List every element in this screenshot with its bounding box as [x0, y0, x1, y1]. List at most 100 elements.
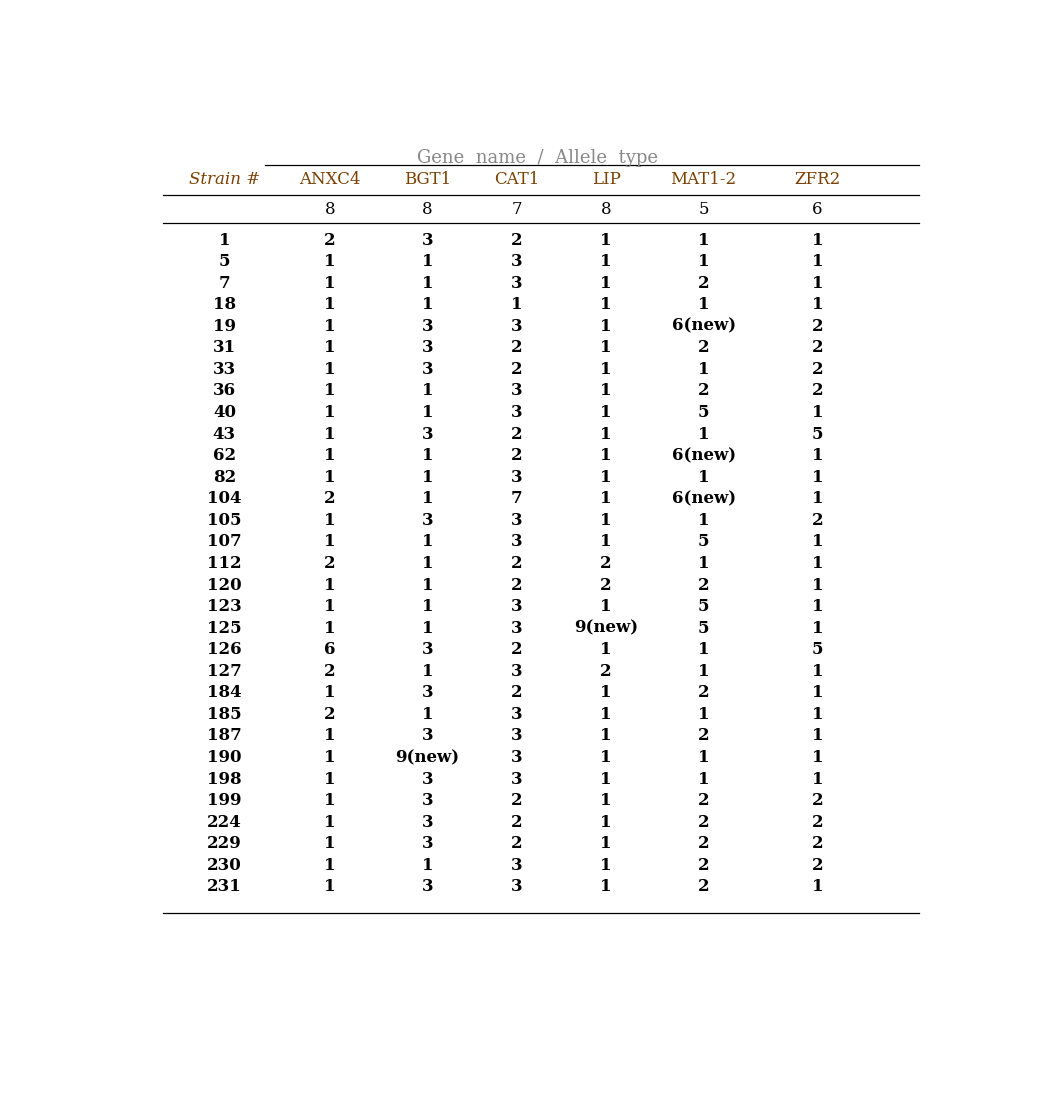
Text: 229: 229 [208, 835, 242, 852]
Text: 1: 1 [698, 641, 709, 658]
Text: 1: 1 [811, 706, 823, 723]
Text: 5: 5 [698, 619, 709, 637]
Text: 120: 120 [208, 576, 242, 594]
Text: 6: 6 [812, 201, 823, 218]
Text: 3: 3 [421, 339, 433, 356]
Text: 2: 2 [698, 835, 709, 852]
Text: BGT1: BGT1 [403, 172, 451, 188]
Text: 7: 7 [219, 274, 231, 292]
Text: 123: 123 [208, 598, 242, 615]
Text: 18: 18 [213, 296, 236, 313]
Text: 2: 2 [511, 792, 523, 809]
Text: 2: 2 [324, 662, 335, 680]
Text: 1: 1 [698, 231, 709, 249]
Text: 2: 2 [698, 878, 709, 895]
Text: 2: 2 [511, 576, 523, 594]
Text: 31: 31 [213, 339, 236, 356]
Text: 5: 5 [698, 598, 709, 615]
Text: 1: 1 [601, 296, 612, 313]
Text: 1: 1 [811, 533, 823, 550]
Text: 36: 36 [213, 382, 236, 399]
Text: 1: 1 [601, 360, 612, 378]
Text: 1: 1 [601, 404, 612, 421]
Text: 185: 185 [208, 706, 242, 723]
Text: 3: 3 [511, 253, 523, 270]
Text: 105: 105 [208, 511, 242, 529]
Text: 7: 7 [511, 201, 522, 218]
Text: 1: 1 [811, 619, 823, 637]
Text: 1: 1 [601, 813, 612, 831]
Text: 1: 1 [601, 339, 612, 356]
Text: 1: 1 [324, 813, 335, 831]
Text: 1: 1 [811, 662, 823, 680]
Text: 3: 3 [511, 468, 523, 486]
Text: 1: 1 [324, 835, 335, 852]
Text: 1: 1 [601, 490, 612, 507]
Text: 1: 1 [698, 555, 709, 572]
Text: 1: 1 [601, 878, 612, 895]
Text: 3: 3 [511, 511, 523, 529]
Text: CAT1: CAT1 [494, 172, 540, 188]
Text: 1: 1 [601, 727, 612, 745]
Text: 2: 2 [511, 641, 523, 658]
Text: 1: 1 [601, 749, 612, 766]
Text: 3: 3 [511, 727, 523, 745]
Text: 1: 1 [601, 274, 612, 292]
Text: 1: 1 [421, 447, 433, 464]
Text: 1: 1 [324, 856, 335, 874]
Text: 2: 2 [511, 339, 523, 356]
Text: 40: 40 [213, 404, 236, 421]
Text: 1: 1 [601, 317, 612, 335]
Text: 2: 2 [698, 813, 709, 831]
Text: 1: 1 [811, 684, 823, 701]
Text: 1: 1 [811, 555, 823, 572]
Text: 1: 1 [511, 296, 523, 313]
Text: 6(new): 6(new) [672, 317, 736, 335]
Text: 33: 33 [213, 360, 236, 378]
Text: 127: 127 [208, 662, 242, 680]
Text: 9(new): 9(new) [574, 619, 638, 637]
Text: 2: 2 [811, 339, 823, 356]
Text: 1: 1 [698, 770, 709, 788]
Text: 1: 1 [324, 317, 335, 335]
Text: 3: 3 [511, 662, 523, 680]
Text: 1: 1 [811, 274, 823, 292]
Text: 1: 1 [421, 274, 433, 292]
Text: 126: 126 [208, 641, 242, 658]
Text: 1: 1 [421, 706, 433, 723]
Text: 3: 3 [421, 727, 433, 745]
Text: 3: 3 [421, 231, 433, 249]
Text: 3: 3 [421, 511, 433, 529]
Text: 1: 1 [324, 533, 335, 550]
Text: 125: 125 [208, 619, 242, 637]
Text: 2: 2 [811, 360, 823, 378]
Text: 112: 112 [208, 555, 242, 572]
Text: 3: 3 [511, 770, 523, 788]
Text: 43: 43 [213, 425, 236, 443]
Text: 230: 230 [208, 856, 242, 874]
Text: 1: 1 [421, 296, 433, 313]
Text: 1: 1 [324, 511, 335, 529]
Text: 1: 1 [324, 619, 335, 637]
Text: ZFR2: ZFR2 [794, 172, 840, 188]
Text: 2: 2 [698, 382, 709, 399]
Text: 231: 231 [208, 878, 242, 895]
Text: 2: 2 [811, 813, 823, 831]
Text: 1: 1 [324, 749, 335, 766]
Text: 1: 1 [601, 382, 612, 399]
Text: 1: 1 [601, 511, 612, 529]
Text: 199: 199 [208, 792, 242, 809]
Text: 3: 3 [511, 533, 523, 550]
Text: 7: 7 [511, 490, 523, 507]
Text: 1: 1 [811, 231, 823, 249]
Text: 2: 2 [511, 425, 523, 443]
Text: 3: 3 [421, 360, 433, 378]
Text: 2: 2 [698, 684, 709, 701]
Text: Gene  name  /  Allele  type: Gene name / Allele type [417, 149, 657, 168]
Text: 3: 3 [511, 598, 523, 615]
Text: 3: 3 [421, 641, 433, 658]
Text: 2: 2 [698, 727, 709, 745]
Text: 8: 8 [325, 201, 335, 218]
Text: 1: 1 [421, 619, 433, 637]
Text: 104: 104 [208, 490, 242, 507]
